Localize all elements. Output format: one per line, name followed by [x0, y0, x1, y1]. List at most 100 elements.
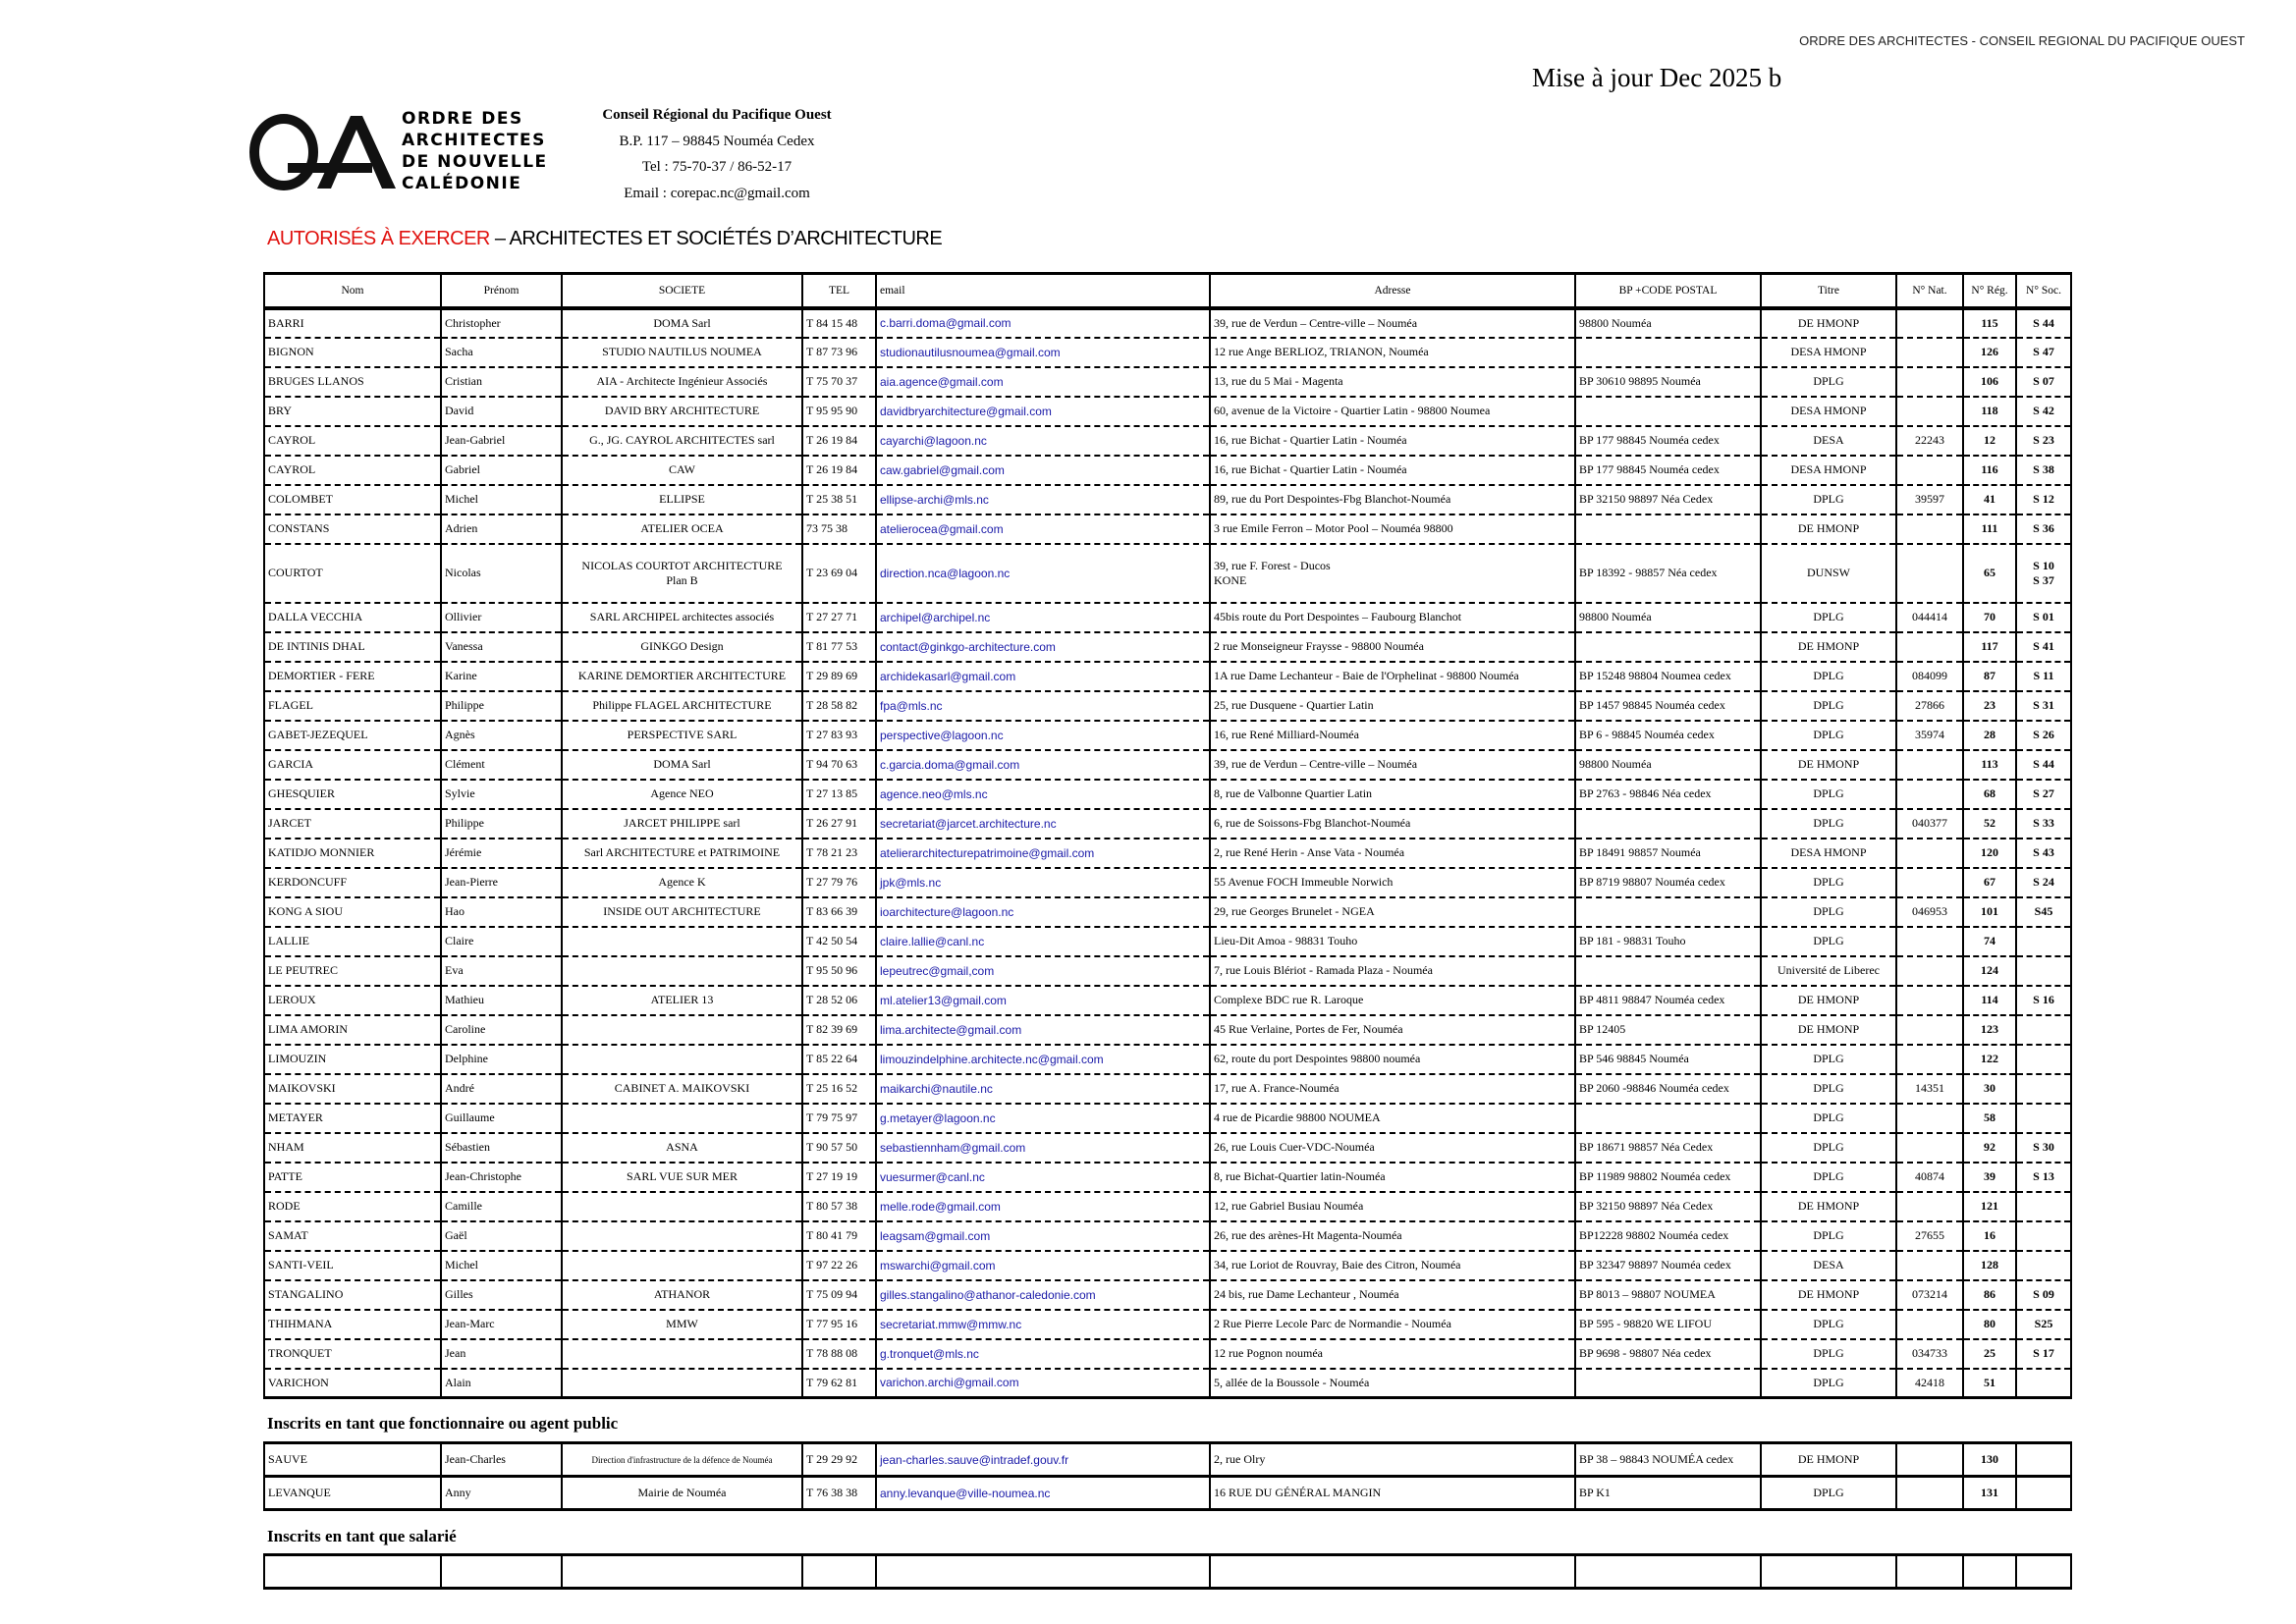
- col-email[interactable]: jpk@mls.nc: [875, 867, 1211, 898]
- col-email[interactable]: cayarchi@lagoon.nc: [875, 425, 1211, 457]
- col-email[interactable]: melle.rode@gmail.com: [875, 1191, 1211, 1222]
- header-col-adresse: Adresse: [1209, 272, 1576, 310]
- name-text: BARRI: [268, 315, 304, 330]
- col-nat: [1895, 926, 1964, 957]
- col-tel: T 28 58 82: [801, 690, 877, 722]
- col-email[interactable]: varichon.archi@gmail.com: [875, 1368, 1211, 1399]
- col-bp: BP 32150 98897 Néa Cedex: [1574, 484, 1762, 515]
- col-email[interactable]: maikarchi@nautile.nc: [875, 1073, 1211, 1105]
- col-adresse: 89, rue du Port Despointes-Fbg Blanchot-…: [1209, 484, 1576, 515]
- architects-table: Nom Prénom SOCIETE TEL email Adresse BP +CODE …: [263, 272, 2072, 1399]
- col-email[interactable]: archipel@archipel.nc: [875, 602, 1211, 633]
- col-soc: S 36: [2015, 514, 2072, 545]
- col-email[interactable]: c.garcia.doma@gmail.com: [875, 749, 1211, 781]
- col-email[interactable]: jean-charles.sauve@intradef.gouv.fr: [875, 1442, 1211, 1478]
- col-soc: S 23: [2015, 425, 2072, 457]
- col-email[interactable]: ml.atelier13@gmail.com: [875, 985, 1211, 1016]
- col-email[interactable]: ellipse-archi@mls.nc: [875, 484, 1211, 515]
- empty-cell: [875, 1554, 1211, 1590]
- col-email[interactable]: fpa@mls.nc: [875, 690, 1211, 722]
- col-bp: BP 32347 98897 Nouméa cedex: [1574, 1250, 1762, 1281]
- col-nat: [1895, 543, 1964, 604]
- col-soc: S 01: [2015, 602, 2072, 633]
- col-email[interactable]: mswarchi@gmail.com: [875, 1250, 1211, 1281]
- col-prenom: Ollivier: [440, 602, 563, 633]
- col-email[interactable]: aia.agence@gmail.com: [875, 366, 1211, 398]
- col-email[interactable]: sebastiennham@gmail.com: [875, 1132, 1211, 1164]
- col-email[interactable]: limouzindelphine.architecte.nc@gmail.com: [875, 1044, 1211, 1075]
- col-prenom: Caroline: [440, 1014, 563, 1046]
- col-email[interactable]: lepeutrec@gmail,com: [875, 955, 1211, 987]
- col-prenom: Christopher: [440, 307, 563, 339]
- col-nom: 7COLOMBET: [263, 484, 442, 515]
- col-email[interactable]: claire.lallie@canl.nc: [875, 926, 1211, 957]
- col-titre: DPLG: [1760, 1220, 1897, 1252]
- col-titre: DPLG: [1760, 1476, 1897, 1511]
- col-societe: KARINE DEMORTIER ARCHITECTURE: [561, 661, 803, 692]
- col-nom: 3BRUGES LLANOS: [263, 366, 442, 398]
- col-societe: GINKGO Design: [561, 631, 803, 663]
- col-adresse: 4 rue de Picardie 98800 NOUMEA: [1209, 1103, 1576, 1134]
- col-tel: T 78 21 23: [801, 838, 877, 869]
- col-bp: BP 1457 98845 Nouméa cedex: [1574, 690, 1762, 722]
- col-email[interactable]: studionautilusnoumea@gmail.com: [875, 337, 1211, 368]
- col-email[interactable]: atelierocea@gmail.com: [875, 514, 1211, 545]
- col-adresse: 29, rue Georges Brunelet - NGEA: [1209, 896, 1576, 928]
- col-tel: T 90 57 50: [801, 1132, 877, 1164]
- table-row: 33STANGALINOGillesATHANORT 75 09 94gille…: [263, 1279, 2072, 1311]
- table-header-row: Nom Prénom SOCIETE TEL email Adresse BP +CODE …: [263, 272, 2072, 310]
- col-email[interactable]: direction.nca@lagoon.nc: [875, 543, 1211, 604]
- col-email[interactable]: contact@ginkgo-architecture.com: [875, 631, 1211, 663]
- col-prenom: Jean-Christophe: [440, 1162, 563, 1193]
- col-email[interactable]: leagsam@gmail.com: [875, 1220, 1211, 1252]
- col-adresse: 45 Rue Verlaine, Portes de Fer, Nouméa: [1209, 1014, 1576, 1046]
- col-prenom: Gaël: [440, 1220, 563, 1252]
- col-email[interactable]: vuesurmer@canl.nc: [875, 1162, 1211, 1193]
- col-adresse: 1A rue Dame Lechanteur - Baie de l'Orphe…: [1209, 661, 1576, 692]
- col-email[interactable]: perspective@lagoon.nc: [875, 720, 1211, 751]
- col-email[interactable]: lima.architecte@gmail.com: [875, 1014, 1211, 1046]
- col-tel: T 80 57 38: [801, 1191, 877, 1222]
- col-titre: DPLG: [1760, 896, 1897, 928]
- col-nat: [1895, 514, 1964, 545]
- col-email[interactable]: davidbryarchitecture@gmail.com: [875, 396, 1211, 427]
- col-titre: DPLG: [1760, 1162, 1897, 1193]
- col-tel: T 26 19 84: [801, 455, 877, 486]
- col-email[interactable]: archidekasarl@gmail.com: [875, 661, 1211, 692]
- header-col-reg: N° Rég.: [1962, 272, 2017, 310]
- col-email[interactable]: g.metayer@lagoon.nc: [875, 1103, 1211, 1134]
- col-email[interactable]: c.barri.doma@gmail.com: [875, 307, 1211, 339]
- col-bp: BP 4811 98847 Nouméa cedex: [1574, 985, 1762, 1016]
- name-text: FLAGEL: [268, 698, 313, 712]
- col-titre: DPLG: [1760, 1073, 1897, 1105]
- col-email[interactable]: agence.neo@mls.nc: [875, 779, 1211, 810]
- col-email[interactable]: caw.gabriel@gmail.com: [875, 455, 1211, 486]
- col-titre: DE HMONP: [1760, 1014, 1897, 1046]
- col-nat: [1895, 1132, 1964, 1164]
- col-bp: BP 18491 98857 Nouméa: [1574, 838, 1762, 869]
- col-nom: 21LALLIE: [263, 926, 442, 957]
- col-nat: [1895, 366, 1964, 398]
- col-titre: DPLG: [1760, 661, 1897, 692]
- col-email[interactable]: anny.levanque@ville-noumea.nc: [875, 1476, 1211, 1511]
- empty-cell: [1895, 1554, 1964, 1590]
- name-text: JARCET: [268, 816, 312, 830]
- name-text: SAMAT: [268, 1228, 308, 1242]
- col-societe: [561, 1368, 803, 1399]
- col-email[interactable]: atelierarchitecturepatrimoine@gmail.com: [875, 838, 1211, 869]
- col-reg: 123: [1962, 1014, 2017, 1046]
- col-email[interactable]: secretariat@jarcet.architecture.nc: [875, 808, 1211, 839]
- col-email[interactable]: g.tronquet@mls.nc: [875, 1338, 1211, 1370]
- col-email[interactable]: gilles.stangalino@athanor-caledonie.com: [875, 1279, 1211, 1311]
- header-col-tel: TEL: [801, 272, 877, 310]
- col-prenom: Anny: [440, 1476, 563, 1511]
- col-titre: DPLG: [1760, 690, 1897, 722]
- col-titre: DPLG: [1760, 1338, 1897, 1370]
- name-text: SANTI-VEIL: [268, 1258, 334, 1272]
- col-email[interactable]: secretariat.mmw@mmw.nc: [875, 1309, 1211, 1340]
- col-email[interactable]: ioarchitecture@lagoon.nc: [875, 896, 1211, 928]
